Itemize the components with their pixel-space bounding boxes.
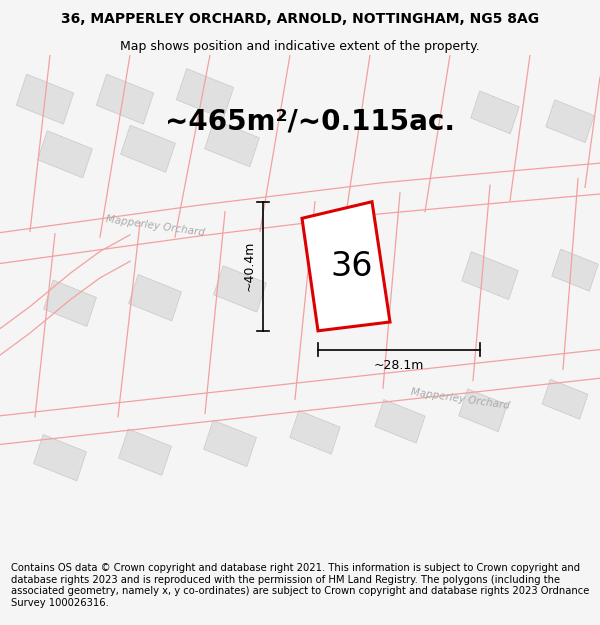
Polygon shape bbox=[302, 202, 390, 331]
Text: Map shows position and indicative extent of the property.: Map shows position and indicative extent… bbox=[120, 39, 480, 52]
Polygon shape bbox=[459, 389, 507, 432]
Text: ~28.1m: ~28.1m bbox=[374, 359, 424, 371]
Polygon shape bbox=[44, 280, 97, 326]
Text: ~465m²/~0.115ac.: ~465m²/~0.115ac. bbox=[165, 107, 455, 135]
Polygon shape bbox=[176, 69, 233, 119]
Polygon shape bbox=[34, 434, 86, 481]
Polygon shape bbox=[121, 125, 175, 172]
Text: Contains OS data © Crown copyright and database right 2021. This information is : Contains OS data © Crown copyright and d… bbox=[11, 563, 589, 608]
Text: Mapperley Orchard: Mapperley Orchard bbox=[410, 388, 510, 411]
Polygon shape bbox=[128, 274, 181, 321]
Polygon shape bbox=[471, 91, 519, 134]
Text: Mapperley Orchard: Mapperley Orchard bbox=[105, 214, 205, 238]
Polygon shape bbox=[214, 266, 266, 312]
Polygon shape bbox=[546, 100, 594, 142]
Polygon shape bbox=[542, 379, 588, 419]
Polygon shape bbox=[16, 74, 74, 124]
Polygon shape bbox=[97, 74, 154, 124]
Text: 36, MAPPERLEY ORCHARD, ARNOLD, NOTTINGHAM, NG5 8AG: 36, MAPPERLEY ORCHARD, ARNOLD, NOTTINGHA… bbox=[61, 12, 539, 26]
Polygon shape bbox=[290, 411, 340, 454]
Polygon shape bbox=[552, 249, 598, 291]
Polygon shape bbox=[462, 252, 518, 299]
Polygon shape bbox=[38, 131, 92, 178]
Polygon shape bbox=[119, 429, 172, 476]
Polygon shape bbox=[205, 120, 259, 167]
Polygon shape bbox=[203, 420, 256, 466]
Text: ~40.4m: ~40.4m bbox=[242, 241, 256, 291]
Text: 36: 36 bbox=[331, 251, 373, 283]
Polygon shape bbox=[375, 399, 425, 443]
